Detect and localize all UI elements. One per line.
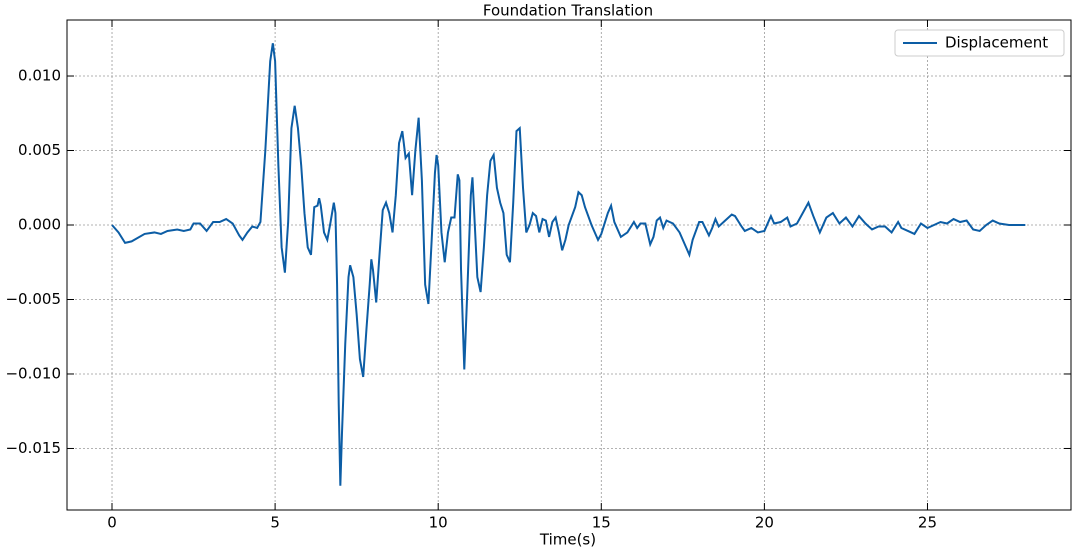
y-tick-label: −0.010 [5, 364, 61, 382]
legend-label: Displacement [945, 34, 1048, 52]
chart-title: Foundation Translation [483, 2, 653, 20]
x-tick-label: 15 [592, 514, 611, 532]
legend-box [894, 29, 1065, 57]
plot-frame [66, 19, 1072, 511]
y-tick-label: 0.010 [18, 67, 61, 85]
y-tick-label: −0.005 [5, 290, 61, 308]
x-tick-label: 10 [429, 514, 448, 532]
y-tick-label: 0.000 [18, 215, 61, 233]
y-tick-label: 0.005 [18, 141, 61, 159]
x-tick-label: 20 [755, 514, 774, 532]
x-tick-label: 0 [107, 514, 117, 532]
x-tick-label: 5 [270, 514, 280, 532]
x-tick-label: 25 [918, 514, 937, 532]
y-tick-label: −0.015 [5, 439, 61, 457]
data-line [111, 43, 1026, 486]
x-axis-label: Time(s) [539, 531, 596, 549]
